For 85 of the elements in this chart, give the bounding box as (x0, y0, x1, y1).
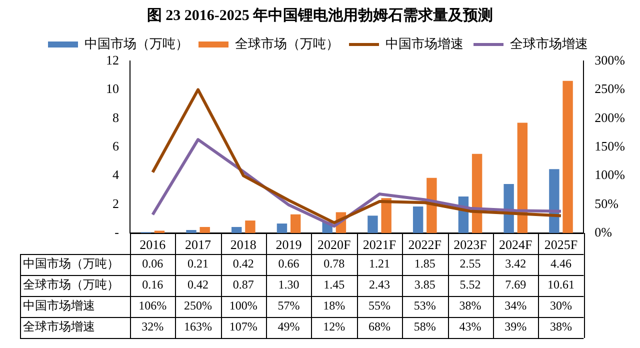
legend-label: 全球市场（万吨） (235, 36, 339, 51)
data-label: 57% (278, 298, 300, 313)
legend-label: 全球市场增速 (510, 36, 588, 51)
x-tick-label: 2018 (230, 237, 256, 252)
data-label: 18% (323, 298, 346, 313)
data-label: 0.16 (142, 278, 164, 292)
y-tick-label: - (114, 224, 119, 240)
legend-label: 中国市场增速 (386, 36, 464, 51)
text: 中国市场（万吨） (23, 256, 119, 271)
data-label: 0.66 (278, 256, 300, 271)
data-label: 53% (414, 298, 436, 313)
data-label: 2.43 (369, 278, 390, 292)
data-label: 34% (504, 298, 527, 313)
bar (186, 230, 196, 233)
y-tick-label: 8 (112, 110, 119, 125)
data-label: 4.46 (550, 256, 572, 271)
y2-tick-label: 250% (594, 81, 626, 96)
x-tick-label: 2016 (140, 237, 166, 252)
y2-tick-label: 150% (594, 138, 626, 154)
y-tick-label: 2 (112, 196, 119, 211)
x-tick-label: 2019 (276, 237, 302, 252)
y2-tick-label: 300% (594, 52, 626, 68)
x-tick-label: 2025F (544, 237, 578, 252)
bar (381, 198, 392, 233)
data-label: 68% (368, 320, 391, 334)
data-label: 106% (138, 298, 167, 313)
data-label: 12% (323, 320, 346, 334)
x-tick-label: 2023F (454, 237, 487, 252)
bar (368, 216, 378, 233)
x-tick-label: 2017 (185, 237, 212, 252)
bar (245, 220, 256, 233)
y-tick-label: 6 (112, 138, 120, 154)
data-label: 3.85 (414, 278, 436, 292)
data-label: 0.78 (324, 256, 345, 271)
data-label: 1.30 (278, 278, 300, 292)
bar (517, 122, 528, 233)
y2-tick-label: 50% (594, 196, 619, 211)
text: 全球市场（万吨） (23, 278, 119, 292)
data-label: 107% (229, 320, 258, 334)
text: 全球市场增速 (23, 320, 95, 334)
bar (412, 206, 424, 233)
data-label: 163% (184, 320, 212, 334)
data-label: 0.42 (232, 256, 254, 271)
chart-title: 图 23 2016-2025 年中国锂电池用勃姆石需求量及预测 (146, 6, 494, 26)
data-label: 55% (368, 298, 391, 313)
bar (276, 224, 288, 233)
y2-tick-label: 100% (594, 167, 626, 182)
y-tick-label: 12 (106, 52, 119, 68)
data-label: 1.45 (324, 278, 345, 292)
y2-tick-label: 0% (594, 224, 612, 240)
data-label: 5.52 (460, 278, 481, 292)
bar (472, 154, 482, 233)
data-label: 32% (142, 320, 164, 334)
bar (200, 226, 210, 233)
data-label: 10.61 (547, 278, 574, 292)
data-label: 49% (278, 320, 300, 334)
y-tick-label: 4 (112, 167, 120, 182)
data-label: 7.69 (505, 278, 526, 292)
data-label: 1.21 (369, 256, 390, 271)
bar (232, 226, 242, 233)
data-label: 100% (229, 298, 258, 313)
data-label: 250% (184, 298, 212, 313)
data-label: 38% (459, 298, 482, 313)
x-tick-label: 2022F (408, 237, 442, 252)
legend-label: 中国市场（万吨） (84, 36, 188, 51)
y-tick-label: 10 (106, 81, 119, 96)
data-label: 0.06 (142, 256, 164, 271)
data-label: 58% (414, 320, 436, 334)
data-label: 1.85 (414, 256, 436, 271)
text: 中国市场增速 (23, 298, 95, 313)
data-label: 3.42 (505, 256, 526, 271)
data-label: 0.87 (232, 278, 254, 292)
data-label: 39% (504, 320, 527, 334)
bar (562, 80, 573, 233)
data-label: 38% (550, 320, 572, 334)
data-label: 30% (550, 298, 572, 313)
bar (290, 214, 301, 233)
data-label: 0.42 (188, 278, 209, 292)
x-tick-label: 2024F (499, 237, 532, 252)
data-label: 0.21 (188, 256, 209, 271)
data-label: 2.55 (460, 256, 481, 271)
x-tick-label: 2021F (362, 237, 396, 252)
data-label: 43% (459, 320, 482, 334)
y2-tick-label: 200% (594, 110, 626, 125)
x-tick-label: 2020F (318, 237, 351, 252)
